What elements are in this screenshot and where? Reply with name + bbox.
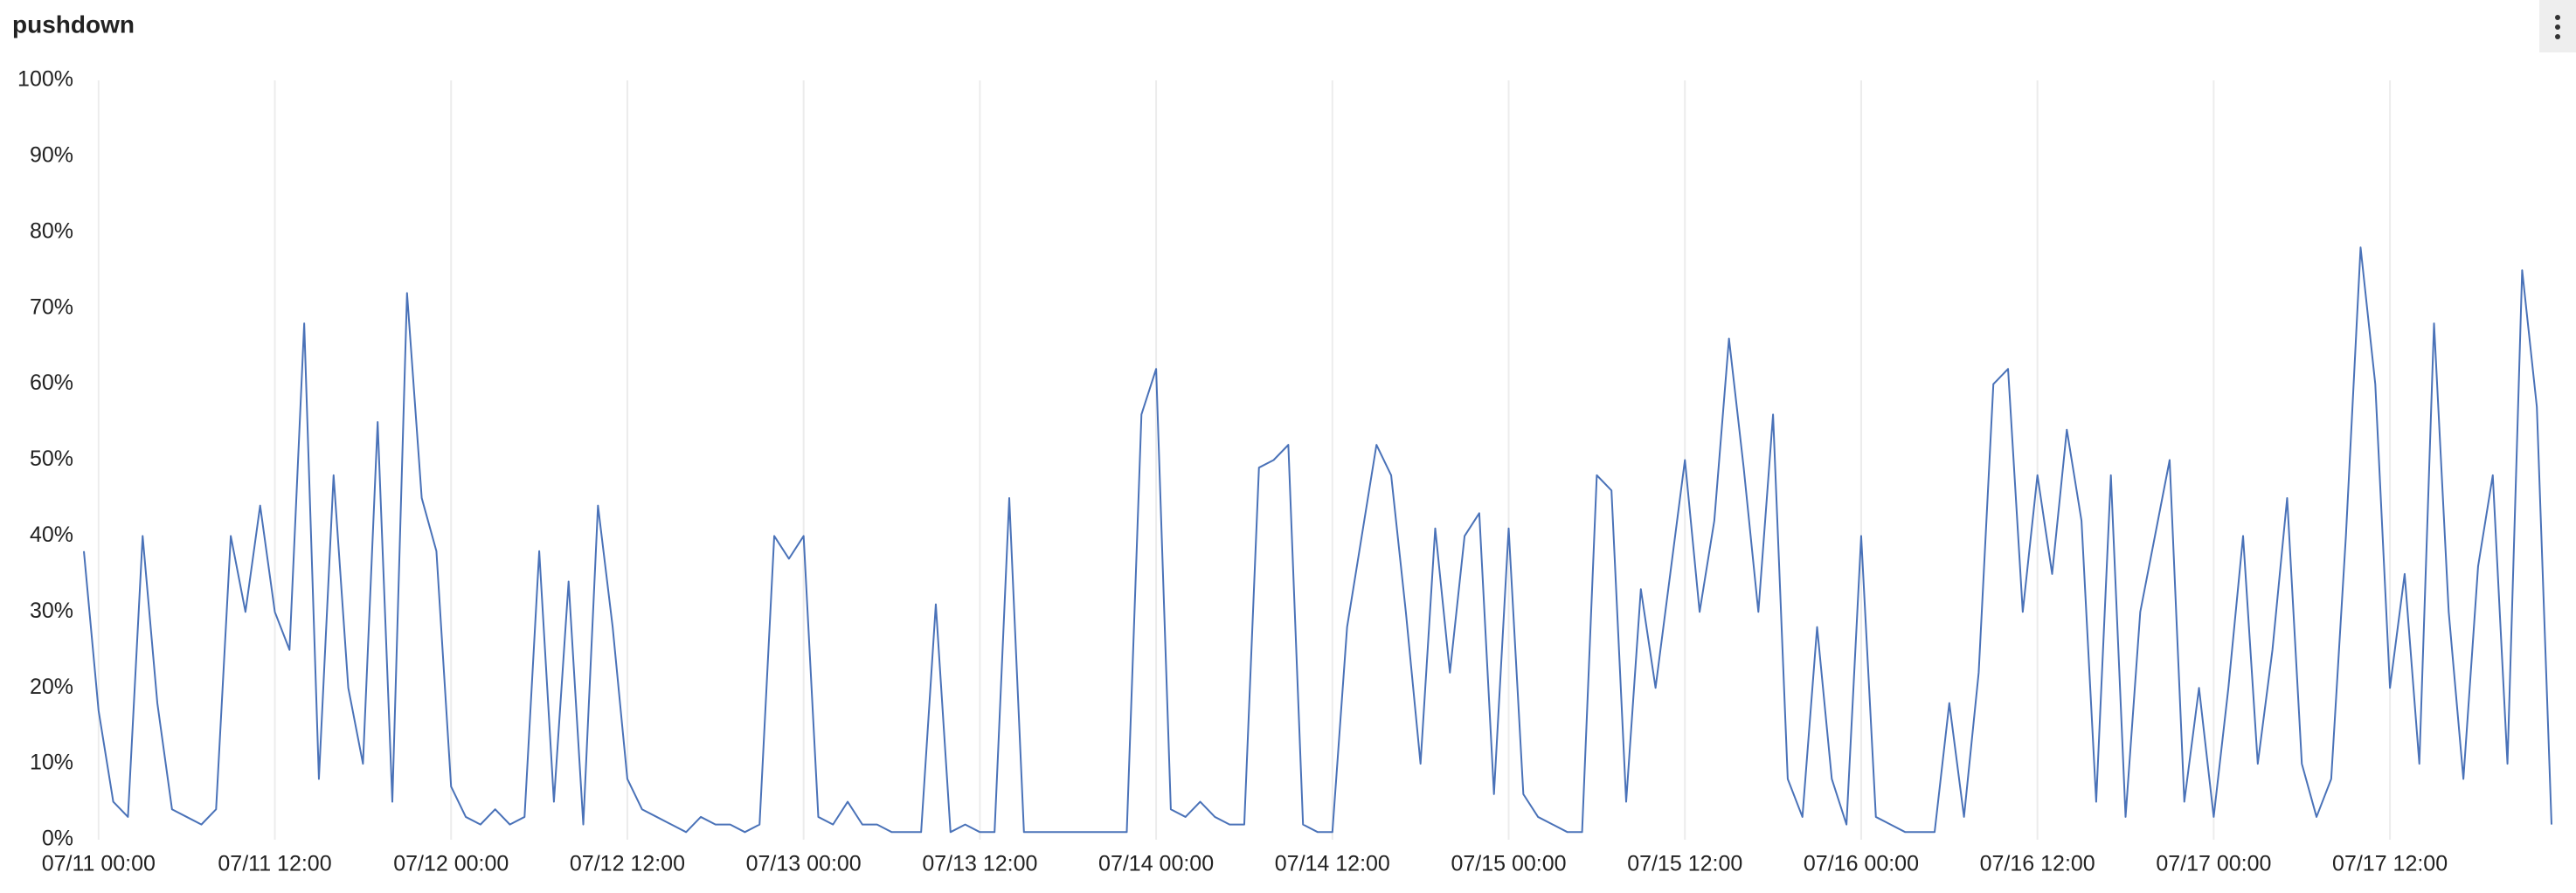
- x-tick-label: 07/17 00:00: [2156, 852, 2271, 876]
- y-tick-label: 60%: [30, 370, 73, 395]
- x-tick-label: 07/13 00:00: [746, 852, 862, 876]
- y-tick-label: 30%: [30, 599, 73, 623]
- y-tick-label: 0%: [42, 827, 73, 851]
- y-tick-label: 90%: [30, 143, 73, 168]
- y-tick-label: 70%: [30, 294, 73, 319]
- y-tick-label: 10%: [30, 751, 73, 775]
- x-tick-label: 07/17 12:00: [2332, 852, 2448, 876]
- menu-dot[interactable]: [2555, 24, 2560, 30]
- x-tick-label: 07/13 12:00: [922, 852, 1037, 876]
- x-tick-label: 07/16 00:00: [1804, 852, 1919, 876]
- series-line: [83, 246, 2552, 834]
- y-tick-label: 50%: [30, 446, 73, 471]
- y-tick-label: 40%: [30, 523, 73, 547]
- x-tick-label: 07/11 00:00: [42, 852, 156, 876]
- y-tick-label: 20%: [30, 675, 73, 699]
- menu-button[interactable]: [2539, 0, 2576, 52]
- x-tick-label: 07/14 00:00: [1098, 852, 1214, 876]
- chart-title: pushdown: [12, 10, 135, 38]
- y-tick-label: 100%: [17, 67, 73, 92]
- y-tick-label: 80%: [30, 218, 73, 243]
- x-tick-label: 07/16 12:00: [1980, 852, 2095, 876]
- x-tick-label: 07/12 00:00: [393, 852, 509, 876]
- x-tick-label: 07/14 12:00: [1275, 852, 1390, 876]
- x-tick-label: 07/12 12:00: [570, 852, 685, 876]
- x-tick-label: 07/15 00:00: [1451, 852, 1566, 876]
- x-tick-label: 07/11 12:00: [218, 852, 331, 876]
- x-tick-label: 07/15 12:00: [1627, 852, 1742, 876]
- menu-dot[interactable]: [2555, 34, 2560, 39]
- menu-dot[interactable]: [2555, 15, 2560, 20]
